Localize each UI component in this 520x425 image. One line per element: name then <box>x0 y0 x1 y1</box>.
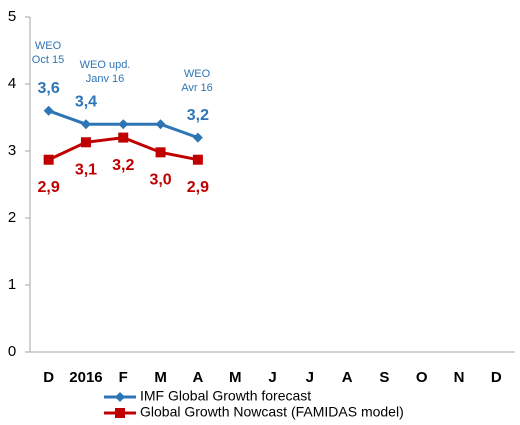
x-tick-label: A <box>342 369 353 386</box>
value-label: 3,1 <box>75 162 97 179</box>
annotation: WEO upd. <box>80 59 131 71</box>
marker <box>118 132 129 143</box>
legend-label: IMF Global Growth forecast <box>140 388 311 404</box>
annotation: WEO <box>184 68 211 80</box>
value-label: 3,2 <box>112 157 134 174</box>
value-label: 2,9 <box>38 179 60 196</box>
annotation: Oct 15 <box>32 54 64 66</box>
value-label: 3,0 <box>149 172 171 189</box>
annotation: Janv 16 <box>86 73 125 85</box>
annotation: WEO <box>35 40 62 52</box>
legend-label: Global Growth Nowcast (FAMIDAS model) <box>140 404 404 420</box>
y-tick-label: 4 <box>8 75 16 92</box>
legend-marker <box>115 408 125 418</box>
marker <box>80 119 91 130</box>
y-tick-label: 3 <box>8 142 16 159</box>
value-label: 3,6 <box>38 80 60 97</box>
x-tick-label: J <box>268 369 276 386</box>
x-tick-label: D <box>491 369 502 386</box>
x-tick-label: D <box>43 369 54 386</box>
x-tick-label: J <box>306 369 314 386</box>
x-tick-label: M <box>154 369 167 386</box>
y-tick-label: 0 <box>8 343 16 360</box>
marker <box>155 147 166 158</box>
marker <box>192 132 203 143</box>
marker <box>192 154 203 165</box>
marker <box>118 119 129 130</box>
x-tick-label: M <box>229 369 242 386</box>
x-tick-label: 2016 <box>69 369 102 386</box>
legend-marker <box>115 392 125 402</box>
marker <box>43 105 54 116</box>
y-tick-label: 5 <box>8 8 16 25</box>
x-tick-label: S <box>379 369 389 386</box>
y-tick-label: 2 <box>8 209 16 226</box>
value-label: 2,9 <box>187 179 209 196</box>
annotation: Avr 16 <box>181 82 213 94</box>
marker <box>155 119 166 130</box>
x-tick-label: O <box>416 369 428 386</box>
value-label: 3,2 <box>187 107 209 124</box>
x-tick-label: F <box>119 369 128 386</box>
marker <box>80 137 91 148</box>
value-label: 3,4 <box>75 93 97 110</box>
marker <box>43 154 54 165</box>
y-tick-label: 1 <box>8 276 16 293</box>
x-tick-label: A <box>192 369 203 386</box>
x-tick-label: N <box>454 369 465 386</box>
